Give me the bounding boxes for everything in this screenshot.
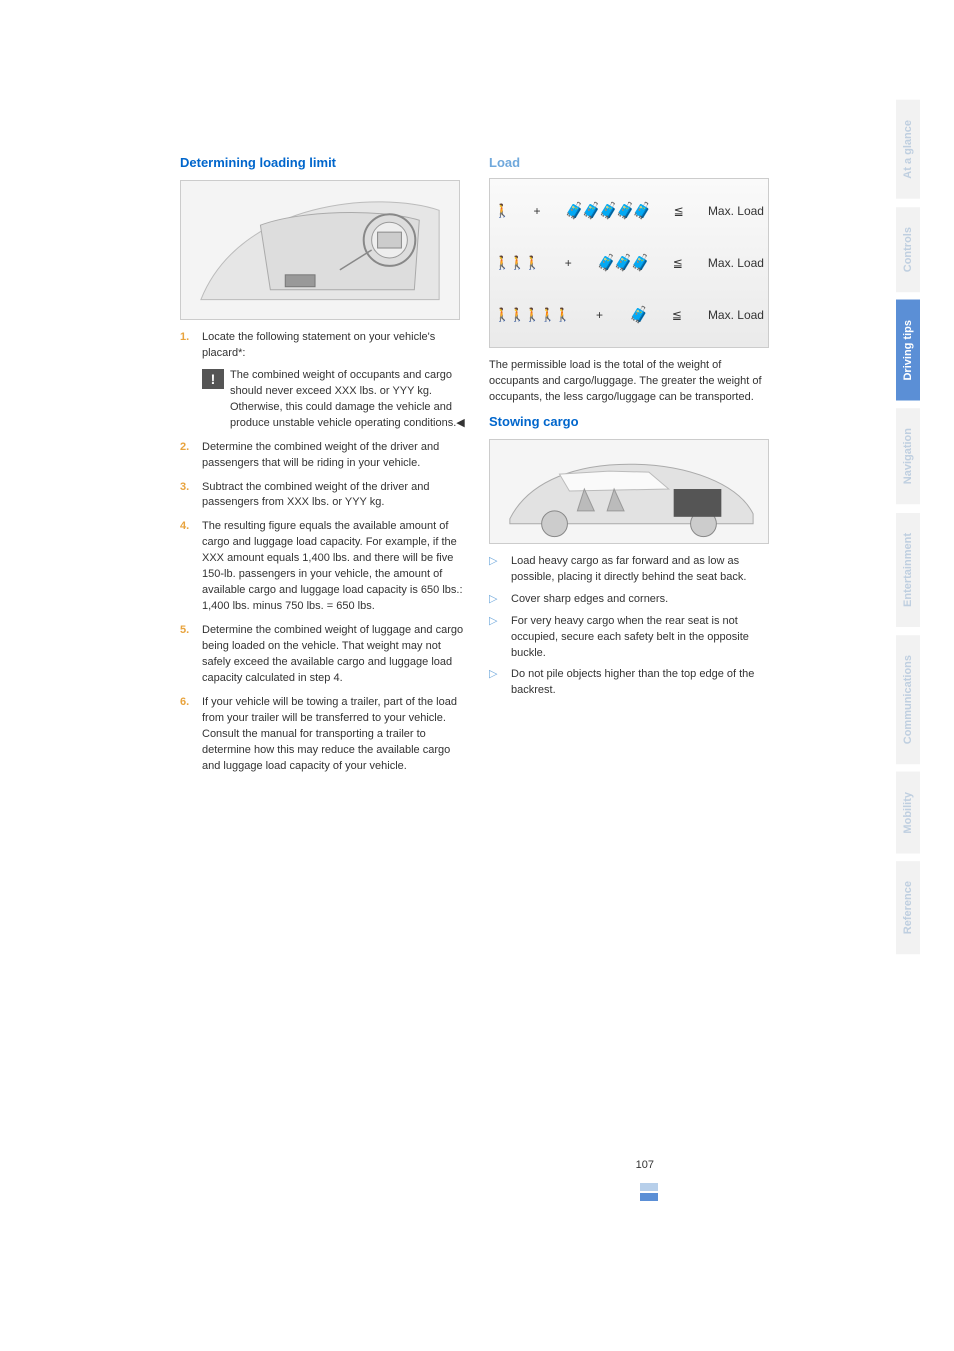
warning-block: ! The combined weight of occupants and c… — [202, 368, 465, 432]
step-4: The resulting figure equals the availabl… — [180, 519, 465, 615]
heading-load: Load — [489, 155, 774, 170]
tab-controls[interactable]: Controls — [896, 207, 920, 292]
heading-stowing-cargo: Stowing cargo — [489, 414, 774, 429]
suitcase-icons-1: 🧳🧳🧳🧳🧳 — [565, 201, 650, 221]
people-icons-2: 🚶🚶🚶 — [494, 255, 540, 271]
page-number: 107 — [636, 1159, 654, 1171]
suitcase-icons-3: 🧳 — [629, 305, 646, 325]
rel-2: ≦ — [673, 256, 683, 270]
step-3: Subtract the combined weight of the driv… — [180, 480, 465, 512]
warning-text: The combined weight of occupants and car… — [230, 369, 465, 429]
step4-text-b: 1,400 lbs. minus 750 lbs. = 650 lbs. — [202, 600, 375, 612]
maxload-1: Max. Load — [708, 204, 764, 218]
tab-mobility[interactable]: Mobility — [896, 772, 920, 854]
step-6: If your vehicle will be towing a trailer… — [180, 695, 465, 775]
right-column: Load 🚶 + 🧳🧳🧳🧳🧳 ≦ Max. Load 🚶🚶🚶 + 🧳🧳🧳 ≦ M… — [489, 155, 774, 782]
step-5: Determine the combined weight of luggage… — [180, 623, 465, 687]
step-2: Determine the combined weight of the dri… — [180, 440, 465, 472]
page-content: Determining loading limit Locate the fol… — [0, 0, 954, 842]
maxload-2: Max. Load — [708, 256, 764, 270]
rel-1: ≦ — [674, 204, 684, 218]
maxload-3: Max. Load — [708, 308, 764, 322]
people-icons-1: 🚶 — [494, 203, 509, 219]
load-row-3: 🚶🚶🚶🚶🚶 + 🧳 ≦ Max. Load — [494, 305, 764, 325]
load-row-2: 🚶🚶🚶 + 🧳🧳🧳 ≦ Max. Load — [494, 253, 764, 273]
bullet-1: Load heavy cargo as far forward and as l… — [489, 554, 774, 586]
plus-1: + — [533, 204, 540, 218]
sedan-cutaway-illustration — [490, 439, 768, 544]
step-1: Locate the following statement on your v… — [180, 330, 465, 432]
suitcase-icons-2: 🧳🧳🧳 — [597, 253, 648, 273]
side-tabs: At a glance Controls Driving tips Naviga… — [896, 100, 920, 955]
stowing-cargo-figure — [489, 439, 769, 544]
load-row-1: 🚶 + 🧳🧳🧳🧳🧳 ≦ Max. Load — [494, 201, 764, 221]
step1-lead: Locate the following statement on your v… — [202, 331, 435, 359]
load-equation-figure: 🚶 + 🧳🧳🧳🧳🧳 ≦ Max. Load 🚶🚶🚶 + 🧳🧳🧳 ≦ Max. L… — [489, 178, 769, 348]
load-explanation: The permissible load is the total of the… — [489, 358, 774, 406]
warning-icon: ! — [202, 369, 224, 389]
tab-entertainment[interactable]: Entertainment — [896, 513, 920, 627]
page-number-bars — [640, 1181, 658, 1201]
plus-3: + — [596, 308, 603, 322]
heading-determining-loading-limit: Determining loading limit — [180, 155, 465, 170]
tab-at-a-glance[interactable]: At a glance — [896, 100, 920, 199]
bullet-2: Cover sharp edges and corners. — [489, 592, 774, 608]
plus-2: + — [565, 256, 572, 270]
tab-navigation[interactable]: Navigation — [896, 408, 920, 504]
rel-3: ≦ — [672, 308, 682, 322]
bullet-4: Do not pile objects higher than the top … — [489, 667, 774, 699]
left-column: Determining loading limit Locate the fol… — [180, 155, 465, 782]
car-door-illustration — [181, 180, 459, 320]
tab-reference[interactable]: Reference — [896, 861, 920, 954]
people-icons-3: 🚶🚶🚶🚶🚶 — [494, 307, 570, 323]
bullet-3: For very heavy cargo when the rear seat … — [489, 614, 774, 662]
placard-location-figure — [180, 180, 460, 320]
tab-driving-tips[interactable]: Driving tips — [896, 300, 920, 401]
tab-communications[interactable]: Communications — [896, 635, 920, 764]
stowing-bullets: Load heavy cargo as far forward and as l… — [489, 554, 774, 700]
steps-list: Locate the following statement on your v… — [180, 330, 465, 774]
step4-text-a: The resulting figure equals the availabl… — [202, 520, 463, 596]
